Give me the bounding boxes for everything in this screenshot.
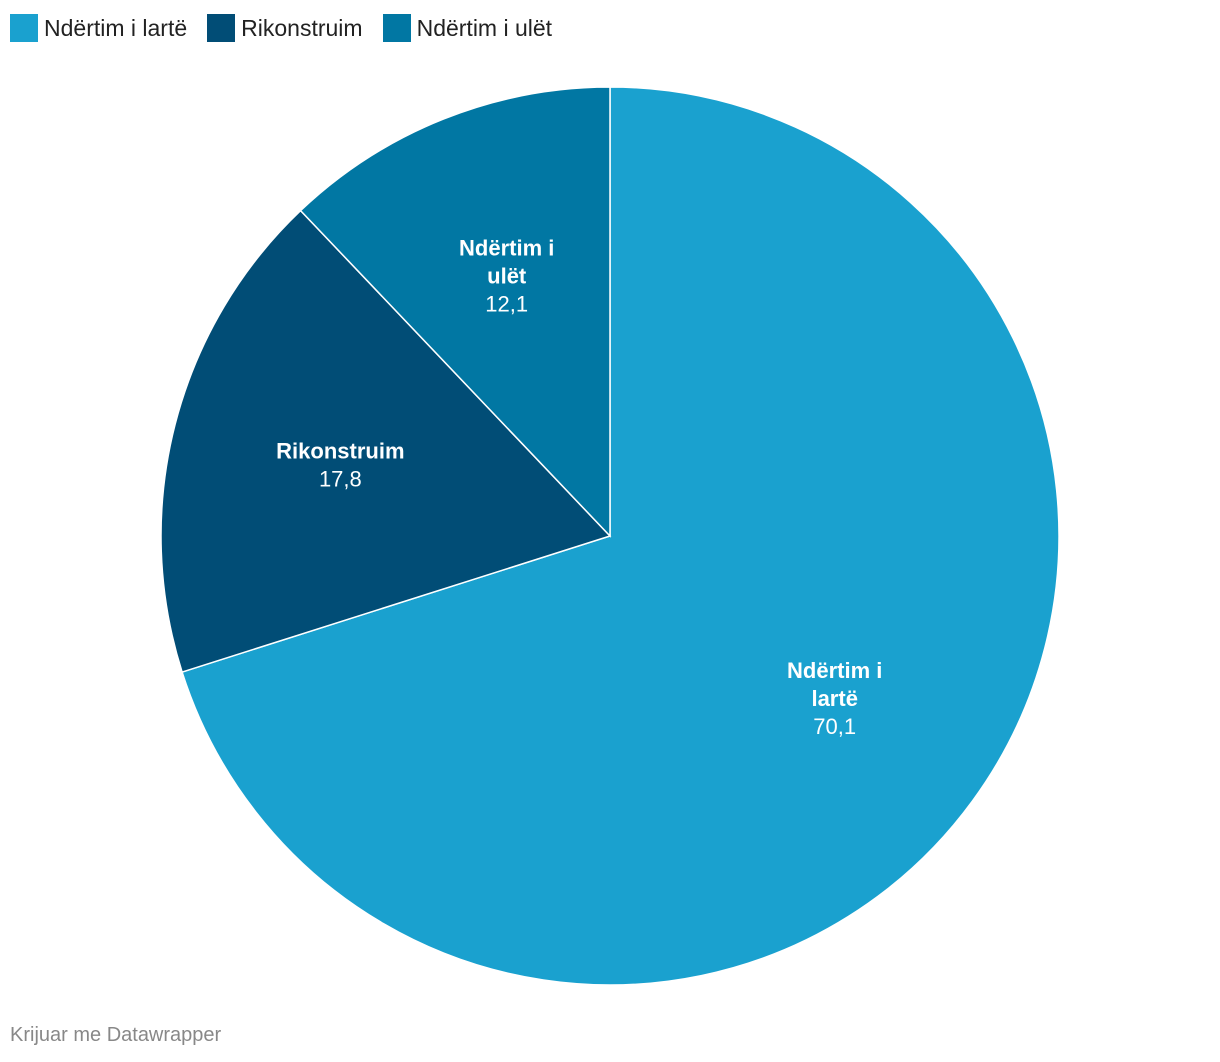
- slice-label-text: Ndërtim i: [459, 235, 554, 260]
- legend-swatch: [10, 14, 38, 42]
- legend-label: Ndërtim i ulët: [416, 14, 553, 41]
- legend: Ndërtim i lartë Rikonstruim Ndërtim i ul…: [10, 12, 572, 44]
- legend-swatch: [207, 14, 236, 42]
- slice-value-label: 70,1: [813, 714, 856, 739]
- slice-value-label: 17,8: [319, 467, 362, 492]
- legend-swatch: [382, 14, 411, 42]
- legend-item-ndertim-i-larte: Ndërtim i lartë: [10, 14, 187, 42]
- legend-label: Rikonstruim: [241, 14, 363, 41]
- slice-label-text: Rikonstruim: [276, 439, 404, 464]
- slice-label-text: Ndërtim i: [787, 658, 882, 683]
- pie-slice-1: [160, 209, 612, 674]
- slice-label-text: lartë: [811, 686, 857, 711]
- slice-value-label: 12,1: [485, 291, 528, 316]
- pie-slice-2: [299, 86, 611, 538]
- footer-credit: Krijuar me Datawrapper: [10, 1024, 222, 1046]
- legend-label: Ndërtim i lartë: [44, 14, 188, 41]
- pie-slice-0: [181, 86, 1060, 986]
- slice-label-0: Ndërtim i lartë 70,1: [787, 658, 882, 739]
- legend-item-ndertim-i-ulet: Ndërtim i ulët: [382, 14, 553, 42]
- slice-label-2: Ndërtim i ulët 12,1: [459, 235, 554, 316]
- slice-label-1: Rikonstruim 17,8: [276, 439, 404, 492]
- slice-label-text: ulët: [487, 263, 527, 288]
- legend-item-rikonstruim: Rikonstruim: [207, 14, 363, 42]
